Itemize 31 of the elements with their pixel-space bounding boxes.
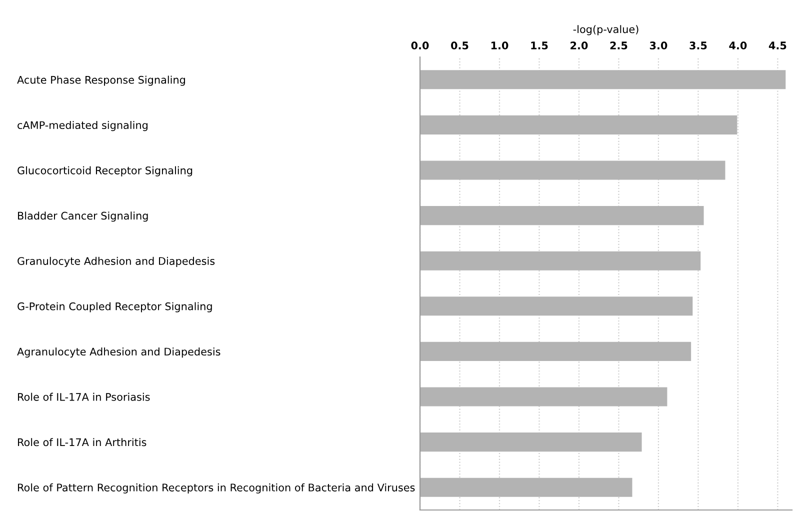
x-tick-label: 3.5 — [690, 42, 707, 50]
y-tick-label: Role of IL-17A in Psoriasis — [18, 392, 150, 401]
x-tick-label: 2.0 — [570, 42, 588, 50]
x-tick-label: 0.0 — [411, 42, 429, 50]
x-tick-label: 3.0 — [650, 42, 668, 50]
bar — [420, 387, 668, 406]
x-tick-label: 2.5 — [610, 42, 628, 50]
bar — [420, 478, 632, 497]
x-tick-label: 1.5 — [531, 42, 548, 50]
bar — [420, 160, 726, 180]
y-tick-label: G-Protein Coupled Receptor Signaling — [18, 302, 212, 312]
bar — [420, 342, 692, 361]
x-axis-title: -log(p-value) — [573, 25, 638, 36]
bar — [420, 115, 738, 134]
y-tick-label: Bladder Cancer Signaling — [18, 212, 148, 222]
y-tick-label: cAMP-mediated signaling — [18, 120, 148, 132]
y-tick-label: Granulocyte Adhesion and Diapedesis — [18, 256, 215, 267]
y-tick-label: Glucocorticoid Receptor Signaling — [18, 166, 192, 176]
x-tick-label: 0.5 — [451, 42, 468, 50]
bar — [420, 251, 701, 270]
bar — [420, 70, 786, 90]
bar — [420, 296, 693, 316]
x-tick-label: 1.0 — [491, 42, 508, 50]
bar — [420, 206, 704, 226]
y-tick-label: Role of Pattern Recognition Receptors in Recognition of Bacteria and Viruses — [18, 483, 415, 494]
x-tick-label: 4.0 — [729, 42, 747, 50]
y-tick-label: Acute Phase Response Signaling — [17, 76, 185, 86]
y-tick-label: Role of IL-17A in Arthritis — [18, 438, 146, 446]
bar — [420, 432, 642, 452]
x-tick-label: 4.5 — [768, 42, 786, 50]
y-tick-label: Agranulocyte Adhesion and Diapedesis — [17, 347, 220, 358]
